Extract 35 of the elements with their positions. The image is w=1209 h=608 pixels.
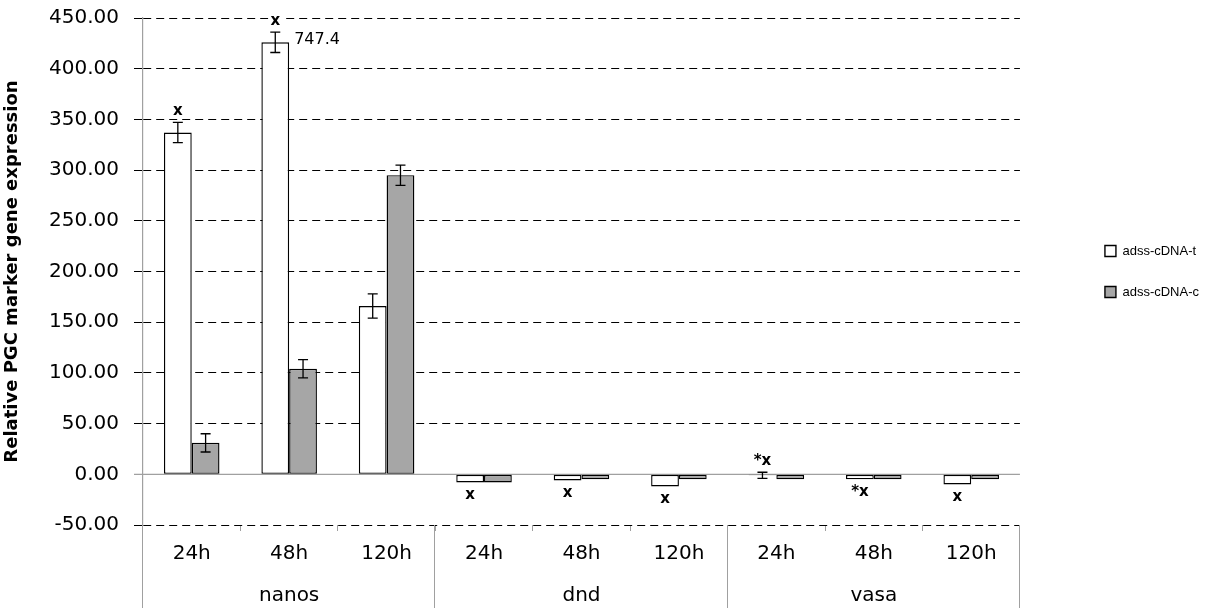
- x-tick-label: 48h: [854, 540, 893, 565]
- data-label: *x: [851, 482, 869, 501]
- data-label: x: [660, 489, 671, 508]
- text: vasa: [850, 582, 898, 607]
- x-tick-label: 48h: [562, 540, 601, 565]
- x-tick-label: 24h: [757, 540, 796, 565]
- data-label: x: [465, 485, 476, 504]
- text: dnd: [562, 582, 601, 607]
- y-tick-label: 150.00: [49, 308, 119, 333]
- data-label: x: [952, 487, 963, 506]
- x-tick-label: 24h: [464, 540, 504, 565]
- data-label: x: [562, 483, 573, 502]
- legend-label: adss-cDNA-t: [1122, 242, 1197, 258]
- data-label: *x: [753, 451, 772, 470]
- y-tick-label: 450.00: [49, 4, 119, 29]
- data-label: x: [270, 11, 281, 30]
- y-tick-label: 300.00: [49, 156, 119, 181]
- y-tick-label: 0.00: [74, 460, 119, 485]
- y-tick-label: 100.00: [49, 359, 119, 384]
- y-tick-label: 250.00: [49, 207, 119, 231]
- legend-label: adss-cDNA-c: [1122, 283, 1200, 299]
- x-tick-label: 120h: [945, 540, 997, 565]
- annotation: 747.4: [294, 29, 340, 49]
- y-tick-label: -50.00: [54, 511, 119, 536]
- y-tick-label: 200.00: [49, 257, 119, 282]
- y-tick-label: 350.00: [49, 105, 119, 130]
- x-tick-label: 120h: [653, 540, 705, 565]
- data-label: x: [172, 101, 183, 120]
- y-tick-label: 50.00: [61, 409, 119, 434]
- y-tick-label: 400.00: [49, 54, 119, 79]
- x-tick-label: 24h: [172, 540, 211, 565]
- x-tick-label: 120h: [361, 540, 413, 565]
- x-tick-label: 48h: [270, 540, 309, 565]
- y-axis-title: Relative PGC marker gene expression: [0, 80, 22, 463]
- text: nanos: [259, 582, 320, 607]
